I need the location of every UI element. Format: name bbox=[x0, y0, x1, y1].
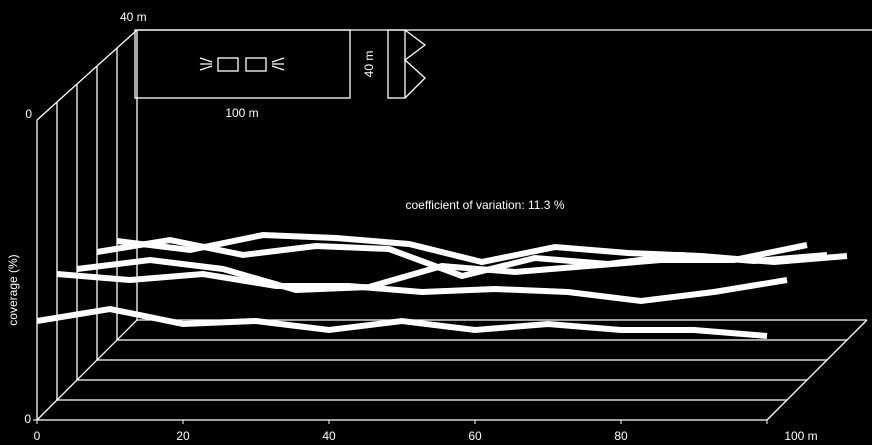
inset-width-label: 100 m bbox=[225, 106, 258, 120]
y-tick-label: 0 bbox=[24, 412, 31, 426]
x-tick-label: 40 bbox=[322, 429, 336, 443]
x-tick-label: 20 bbox=[176, 429, 190, 443]
coverage-line bbox=[116, 231, 848, 266]
coverage-line bbox=[56, 270, 788, 305]
annotation: coefficient of variation: 11.3 % bbox=[406, 198, 565, 212]
inset-height-label: 40 m bbox=[362, 51, 376, 78]
inset-top-label: 40 m bbox=[120, 10, 147, 24]
x-tick-label: 100 m bbox=[784, 429, 817, 443]
depth-label: 0 bbox=[25, 107, 32, 121]
x-tick-label: 60 bbox=[468, 429, 482, 443]
x-tick-label: 0 bbox=[34, 429, 41, 443]
x-tick-label: 80 bbox=[614, 429, 628, 443]
y-axis-label: coverage (%) bbox=[6, 254, 20, 325]
inset bbox=[134, 29, 427, 99]
coverage-line bbox=[36, 305, 768, 339]
